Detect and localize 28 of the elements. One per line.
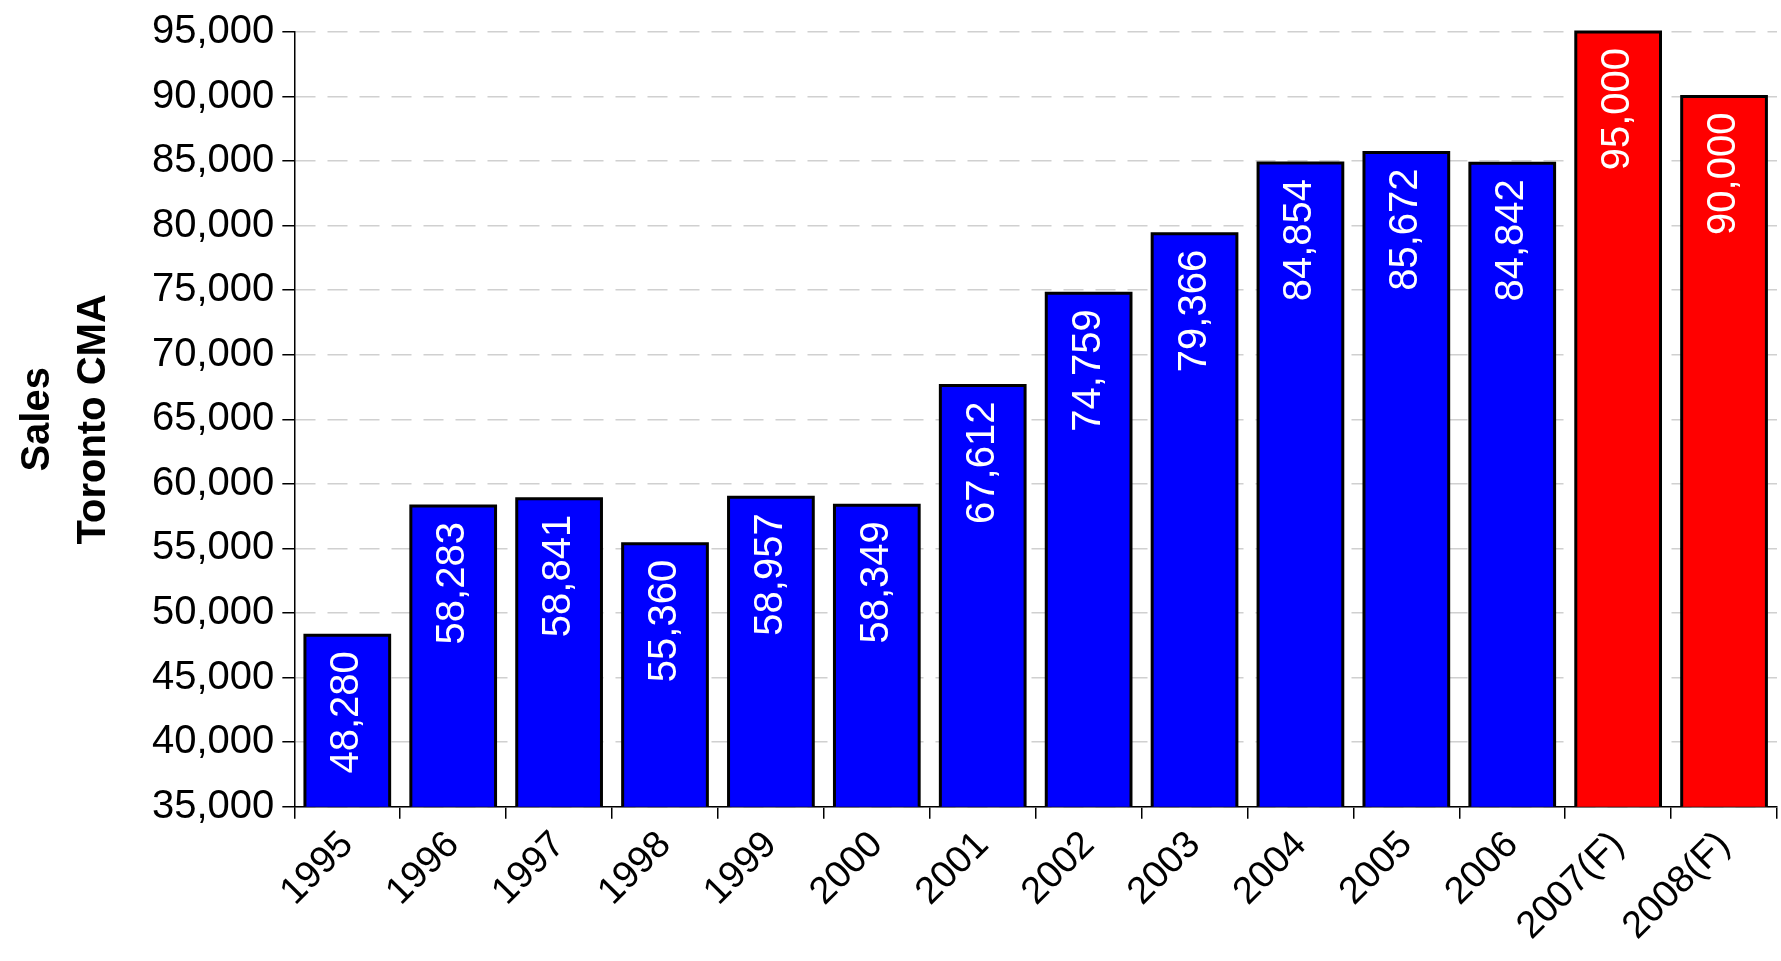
- y-tick-label: 65,000: [152, 394, 275, 439]
- y-tick-label: 90,000: [152, 71, 275, 116]
- y-tick-label: 50,000: [152, 588, 275, 633]
- data-label: 84,854: [1275, 179, 1320, 302]
- y-tick-label: 40,000: [152, 717, 275, 762]
- y-tick-label: 95,000: [152, 7, 275, 52]
- data-label: 58,349: [851, 521, 896, 644]
- y-tick-label: 80,000: [152, 200, 275, 245]
- data-label: 58,841: [534, 514, 579, 638]
- data-label: 58,957: [745, 513, 790, 636]
- data-label: 48,280: [322, 651, 367, 774]
- y-axis-title: Sales Toronto CMA: [13, 294, 114, 545]
- data-label: 79,366: [1169, 249, 1214, 373]
- data-label: 55,360: [640, 559, 685, 683]
- y-tick-label: 45,000: [152, 652, 275, 697]
- data-label: 85,672: [1381, 168, 1426, 291]
- y-tick-label: 85,000: [152, 136, 275, 181]
- y-tick-label: 70,000: [152, 329, 275, 374]
- data-label: 67,612: [957, 401, 1002, 524]
- data-label: 95,000: [1593, 48, 1638, 171]
- y-tick-label: 55,000: [152, 523, 275, 568]
- y-tick-label: 35,000: [152, 781, 275, 826]
- data-label: 90,000: [1699, 112, 1744, 235]
- y-tick-label: 60,000: [152, 458, 275, 503]
- data-label: 84,842: [1487, 179, 1532, 302]
- data-label: 58,283: [428, 522, 473, 645]
- data-label: 74,759: [1063, 309, 1108, 432]
- y-tick-label: 75,000: [152, 265, 275, 310]
